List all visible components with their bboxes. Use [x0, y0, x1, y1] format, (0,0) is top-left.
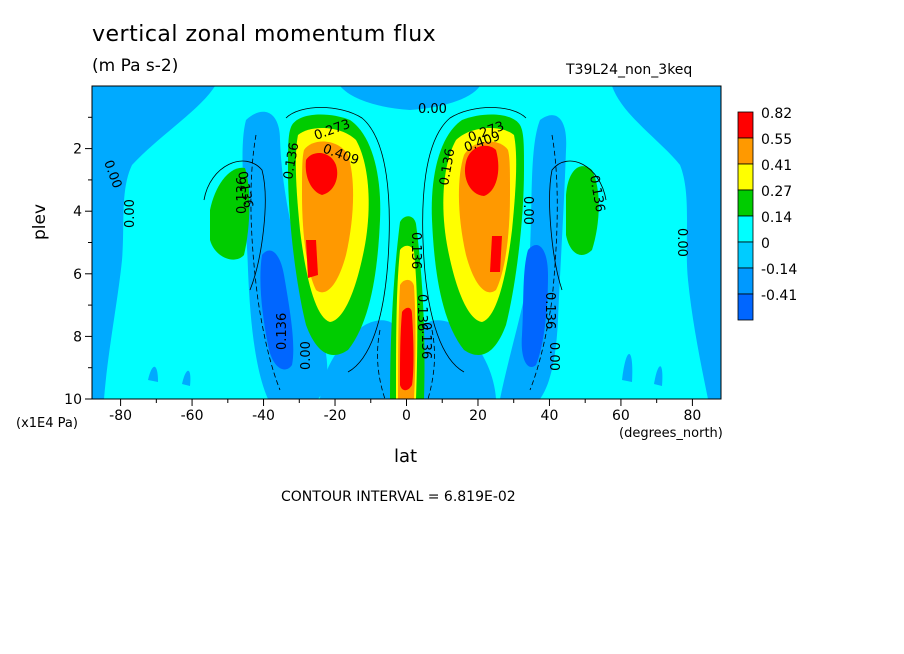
colorbar-swatch: [737, 163, 754, 191]
x-tick-label: 40: [541, 408, 559, 424]
y-tick-label: 6: [73, 267, 82, 283]
contour-neg-blob-4: [654, 366, 663, 386]
x-tick-label: 20: [469, 408, 487, 424]
contour-line-left-sub: [203, 160, 266, 291]
contour-neg-top-center: [340, 86, 480, 110]
contour-neg-band-left: [242, 111, 328, 399]
x-axis-label: lat: [394, 446, 418, 467]
colorbar-label: 0.27: [761, 184, 792, 200]
colorbar-swatch: [737, 215, 754, 243]
y-tick-label: 8: [73, 329, 82, 345]
contour-line-eq-neg-left: [377, 329, 386, 399]
x-axis-unit: (degrees_north): [619, 426, 723, 441]
contour-neg-bottom-center-r: [416, 320, 496, 399]
y-tick-label: 4: [73, 204, 82, 220]
contour-label: 0.136: [586, 174, 607, 213]
contour-interval-note: CONTOUR INTERVAL = 6.819E-02: [281, 489, 516, 505]
x-tick-label: -60: [181, 408, 204, 424]
contour-field: [92, 86, 721, 399]
axes: -80 -60 -40 -20 0 20 40 60 80 2 4 6 8 10: [64, 116, 701, 424]
contour-neg-core-left: [260, 250, 294, 370]
contour-jet-left-red: [305, 153, 338, 195]
contour-eq-red: [400, 307, 414, 391]
contour-line-right-dashed: [529, 134, 558, 391]
contour-label: 0.00: [418, 102, 447, 117]
chart-title: vertical zonal momentum flux: [92, 22, 437, 47]
contour-label: 0.136: [235, 177, 250, 214]
contour-label: 0.136: [437, 147, 458, 186]
contour-line-left-dashed: [250, 134, 281, 391]
contour-label: 0.136: [414, 294, 429, 331]
contour-label: 0.00: [299, 341, 314, 370]
contour-pos-cell-right: [566, 166, 599, 255]
chart-units: (m Pa s-2): [92, 56, 179, 76]
contour-line-right-sub: [549, 160, 607, 291]
colorbar-label: 0.55: [761, 132, 792, 148]
x-tick-label: -40: [252, 408, 275, 424]
contour-label: 0.136: [281, 141, 302, 180]
y-tick-label: 10: [64, 392, 82, 408]
colorbar-swatch: [737, 111, 754, 139]
x-tick-label: -20: [324, 408, 347, 424]
contour-label: 0.136: [234, 170, 255, 209]
colorbar: 0.82 0.55 0.41 0.27 0.14 0 -0.14 -0.41: [737, 106, 797, 321]
colorbar-swatch: [737, 137, 754, 165]
y-axis-unit: (x1E4 Pa): [16, 416, 78, 431]
contour-jet-right-red: [464, 145, 499, 196]
x-tick-label: 80: [683, 408, 701, 424]
colorbar-label: 0.82: [761, 106, 792, 122]
contour-jet-left-red-2: [306, 240, 318, 278]
contour-label: 0.00: [546, 342, 561, 371]
colorbar-swatch: [737, 293, 754, 321]
contour-line-right-outer: [422, 107, 527, 373]
contour-neg-edge-left: [92, 86, 215, 399]
contour-line-eq-neg-right: [427, 329, 435, 399]
contour-line-left-outer: [285, 107, 390, 373]
x-tick-label: 0: [402, 408, 411, 424]
y-tick-label: 2: [73, 142, 82, 158]
colorbar-label: 0: [761, 236, 770, 252]
contour-pos-cell-left: [210, 167, 250, 260]
contour-neg-edge-right: [612, 86, 721, 399]
colorbar-swatch: [737, 241, 754, 269]
contour-label: 0.136: [408, 232, 423, 269]
run-label: T39L24_non_3keq: [566, 62, 693, 78]
colorbar-label: -0.14: [761, 262, 797, 278]
colorbar-label: -0.41: [761, 288, 797, 304]
contour-neg-core-right: [521, 244, 548, 367]
x-tick-label: -80: [109, 408, 132, 424]
contour-label: 0.136: [418, 322, 433, 359]
colorbar-swatch: [737, 267, 754, 295]
x-tick-label: 60: [612, 408, 630, 424]
contour-label: 0.00: [123, 199, 138, 228]
contour-neg-blob-2: [182, 370, 191, 386]
colorbar-label: 0.41: [761, 158, 792, 174]
contour-neg-blob-3: [622, 353, 633, 382]
contour-label: 0.136: [275, 313, 290, 350]
contour-label: 0.136: [542, 292, 557, 329]
contour-neg-blob-1: [148, 366, 158, 382]
contour-label: 0.00: [520, 196, 535, 225]
contour-jet-right-red-2: [490, 236, 502, 272]
colorbar-swatch: [737, 189, 754, 217]
colorbar-label: 0.14: [761, 210, 792, 226]
contour-label: 0.00: [674, 228, 689, 257]
